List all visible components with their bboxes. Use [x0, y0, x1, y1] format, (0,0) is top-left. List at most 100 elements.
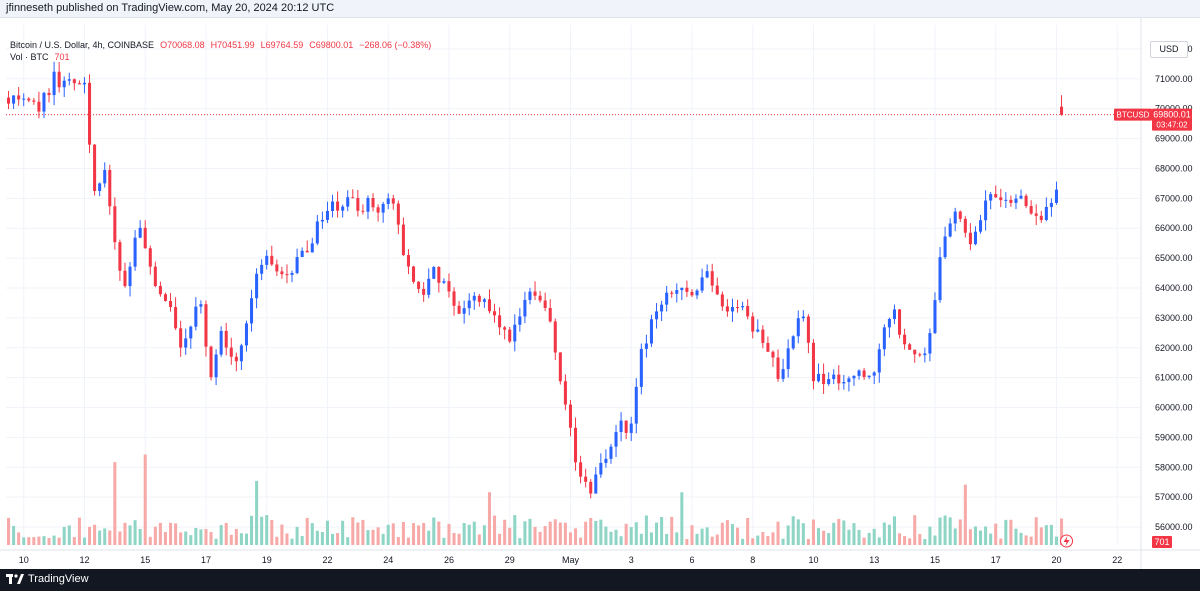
volume-bar [639, 533, 643, 545]
candle-body [98, 183, 102, 192]
candle-body [88, 82, 92, 145]
volume-bar [968, 529, 972, 545]
candle-body [655, 311, 659, 320]
x-tick-label: 15 [930, 555, 940, 565]
volume-bar [93, 524, 97, 545]
footer-bar: TradingView [0, 569, 1200, 591]
candle-body [1004, 199, 1008, 201]
candle-body [300, 250, 304, 258]
volume-bar [700, 528, 704, 545]
candle-body [634, 386, 638, 424]
volume-bar [143, 454, 147, 545]
candle-body [432, 267, 436, 279]
candle-body [584, 476, 588, 482]
candle-body [295, 257, 299, 273]
candle-body [756, 329, 760, 332]
chart-frame[interactable]: 56000.00 57000.00 58000.00 59000.00 60000.00… [0, 17, 1200, 569]
volume-bar [963, 484, 967, 545]
x-tick-label: 13 [869, 555, 879, 565]
publisher-bar: jfinneseth published on TradingView.com,… [0, 0, 1200, 18]
candle-body [260, 264, 264, 274]
volume-bar [158, 522, 162, 545]
volume-bar [832, 522, 836, 545]
candle-body [184, 338, 188, 348]
tradingview-brand[interactable]: TradingView [6, 573, 89, 585]
candle-body [234, 356, 238, 362]
legend-high: H70451.99 [210, 40, 255, 50]
candle-body [619, 420, 623, 433]
volume-bar [315, 530, 319, 545]
volume-bar [1029, 536, 1033, 545]
volume-bar [857, 529, 861, 545]
candle-body [736, 307, 740, 309]
legend-low: L69764.59 [260, 40, 304, 50]
volume-bar [138, 528, 142, 545]
volume-bar [867, 532, 871, 545]
volume-bar [690, 525, 694, 545]
candle-body [599, 462, 603, 475]
volume-bar [401, 522, 405, 545]
volume-bar [756, 535, 760, 545]
lightning-glyph-icon [1063, 536, 1070, 546]
volume-bar [979, 530, 983, 545]
volume-bar [751, 538, 755, 545]
volume-bar [386, 524, 390, 545]
x-tick-label: 17 [201, 555, 211, 565]
volume-bar [776, 521, 780, 545]
volume-bar [82, 537, 86, 545]
candle-body [386, 198, 390, 204]
candle-body [1014, 198, 1018, 203]
candle-body [994, 194, 998, 198]
volume-bar [604, 526, 608, 545]
volume-bar [918, 534, 922, 545]
candle-body [822, 373, 826, 385]
currency-selector[interactable]: USD [1150, 41, 1188, 58]
y-tick-label: 62000.00 [1155, 343, 1193, 353]
candle-body [644, 343, 648, 349]
candle-body [715, 285, 719, 295]
volume-bar [837, 518, 841, 545]
candle-body [538, 295, 542, 301]
candle-body [467, 300, 471, 309]
candle-body [898, 309, 902, 335]
volume-bar [953, 528, 957, 545]
volume-bar [199, 529, 203, 545]
volume-bar [452, 532, 456, 545]
volume-bar [72, 537, 76, 545]
volume-bar [351, 517, 355, 545]
candle-body [270, 255, 274, 265]
candle-body [553, 321, 557, 353]
candle-body [341, 206, 345, 211]
volume-bar [594, 521, 598, 545]
x-tick-label: 29 [505, 555, 515, 565]
volume-bar [128, 525, 132, 545]
volume-bar [877, 537, 881, 545]
volume-bar [730, 524, 734, 545]
volume-bar [422, 522, 426, 545]
candle-body [62, 80, 66, 88]
candle-body [913, 349, 917, 355]
candle-body [239, 345, 243, 362]
candle-body [457, 305, 461, 314]
volume-bar [113, 462, 117, 545]
candle-body [290, 272, 294, 275]
y-tick-label: 68000.00 [1155, 163, 1193, 173]
candle-body [624, 420, 628, 433]
volume-bar [194, 527, 198, 545]
symbol-label: BTCUSD [1117, 111, 1150, 120]
volume-bar [1019, 532, 1023, 545]
volume-bar [644, 515, 648, 545]
candlestick-chart[interactable]: 56000.00 57000.00 58000.00 59000.00 60000.00… [0, 17, 1200, 569]
candle-body [462, 308, 466, 314]
candle-body [558, 352, 562, 382]
candle-body [27, 98, 31, 101]
volume-bar [958, 519, 962, 545]
candle-body [346, 197, 350, 207]
candle-body [776, 357, 780, 379]
volume-bar [766, 536, 770, 545]
candle-body [1019, 195, 1023, 199]
volume-bar [827, 533, 831, 545]
candle-body [1034, 213, 1038, 216]
volume-bar [898, 533, 902, 545]
candle-body [214, 354, 218, 378]
